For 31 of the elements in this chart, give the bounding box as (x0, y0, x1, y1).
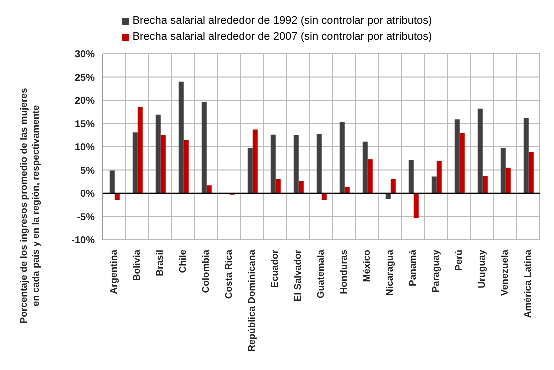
x-tick-label: Perú (454, 250, 465, 272)
y-tick-label: 5% (80, 166, 96, 177)
x-tick-label: El Salvador (293, 250, 304, 302)
y-tick-label: 25% (74, 72, 96, 84)
x-tick-label: Brasil (155, 250, 166, 276)
y-tick-label: -5% (77, 212, 96, 224)
legend-label: Brecha salarial alrededor de 1992 (sin controlar por atributos) (132, 15, 432, 27)
x-tick-label: Nicaragua (385, 249, 396, 296)
x-tick-label: Argentina (109, 249, 120, 294)
x-tick-label: Bolivia (132, 249, 143, 282)
x-tick-label: Ecuador (270, 250, 281, 288)
y-tick-label: 10% (74, 142, 96, 154)
x-tick-label: Guatemala (316, 249, 327, 299)
x-tick-label: Paraguay (431, 249, 442, 293)
x-tick-label: Uruguay (477, 249, 488, 289)
y-tick-label: -10% (72, 236, 96, 247)
y-tick-label: 20% (74, 96, 96, 108)
x-tick-label: Venezuela (500, 249, 511, 296)
y-tick-label: 0% (80, 189, 96, 200)
y-tick-label: 30% (74, 50, 96, 61)
y-axis-title: Porcentaje de los ingresos promedio de las mujeres en cada país y en la región, respectivamente (19, 88, 42, 324)
x-tick-label: América Latina (523, 249, 534, 318)
x-tick-label: Colombia (201, 249, 212, 294)
x-tick-label: Chile (178, 250, 189, 274)
x-tick-label: México (362, 250, 373, 282)
x-tick-label: Panamá (408, 249, 419, 286)
x-tick-label: Costa Rica (224, 249, 235, 300)
y-tick-label: 15% (74, 119, 96, 130)
x-tick-label: Honduras (339, 250, 350, 294)
x-tick-label: República Dominicana (247, 249, 258, 352)
legend-label: Brecha salarial alrededor de 2007 (sin controlar por atributos) (132, 31, 432, 43)
